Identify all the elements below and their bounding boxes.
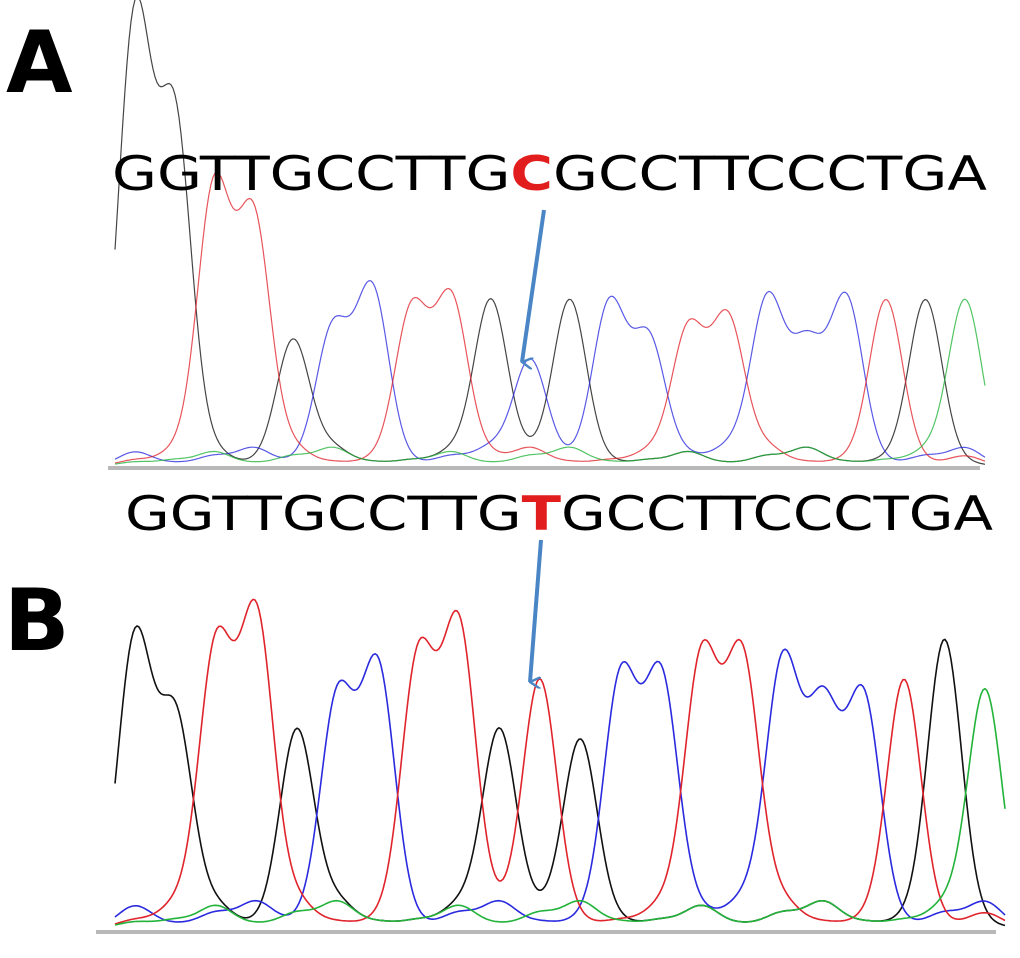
sequence-a-before: GGTTGCCTTG bbox=[112, 147, 510, 202]
mutation-base-a: C bbox=[510, 147, 553, 202]
chromatogram-trace-b bbox=[114, 598, 1006, 927]
panel-label-b: B bbox=[4, 571, 70, 671]
panel-a: A GGTTGCCTTG C GCCTTCCCTGA bbox=[6, 0, 987, 470]
panel-b: B GGTTGCCTTG T GCCTTCCCTGA bbox=[4, 487, 1006, 934]
trace-b-c bbox=[114, 648, 1006, 923]
sequence-b: GGTTGCCTTG T GCCTTCCCTGA bbox=[125, 487, 993, 542]
chromatogram-trace-a bbox=[114, 0, 986, 465]
trace-a-a bbox=[114, 298, 986, 465]
trace-b-a bbox=[114, 687, 1006, 926]
sequence-a-after: GCCTTCCCTGA bbox=[553, 147, 987, 202]
mutation-base-b: T bbox=[522, 487, 561, 542]
sequence-a: GGTTGCCTTG C GCCTTCCCTGA bbox=[112, 147, 987, 202]
panel-label-a: A bbox=[6, 13, 73, 113]
trace-b-t bbox=[114, 598, 1006, 925]
sequence-b-after: GCCTTCCCTGA bbox=[561, 487, 993, 542]
mutation-arrow-b bbox=[528, 539, 543, 682]
sequence-b-before: GGTTGCCTTG bbox=[125, 487, 522, 542]
trace-a-t bbox=[114, 171, 986, 464]
trace-a-c bbox=[114, 280, 986, 463]
trace-a-g bbox=[114, 0, 986, 465]
mutation-arrow-a bbox=[522, 209, 546, 362]
